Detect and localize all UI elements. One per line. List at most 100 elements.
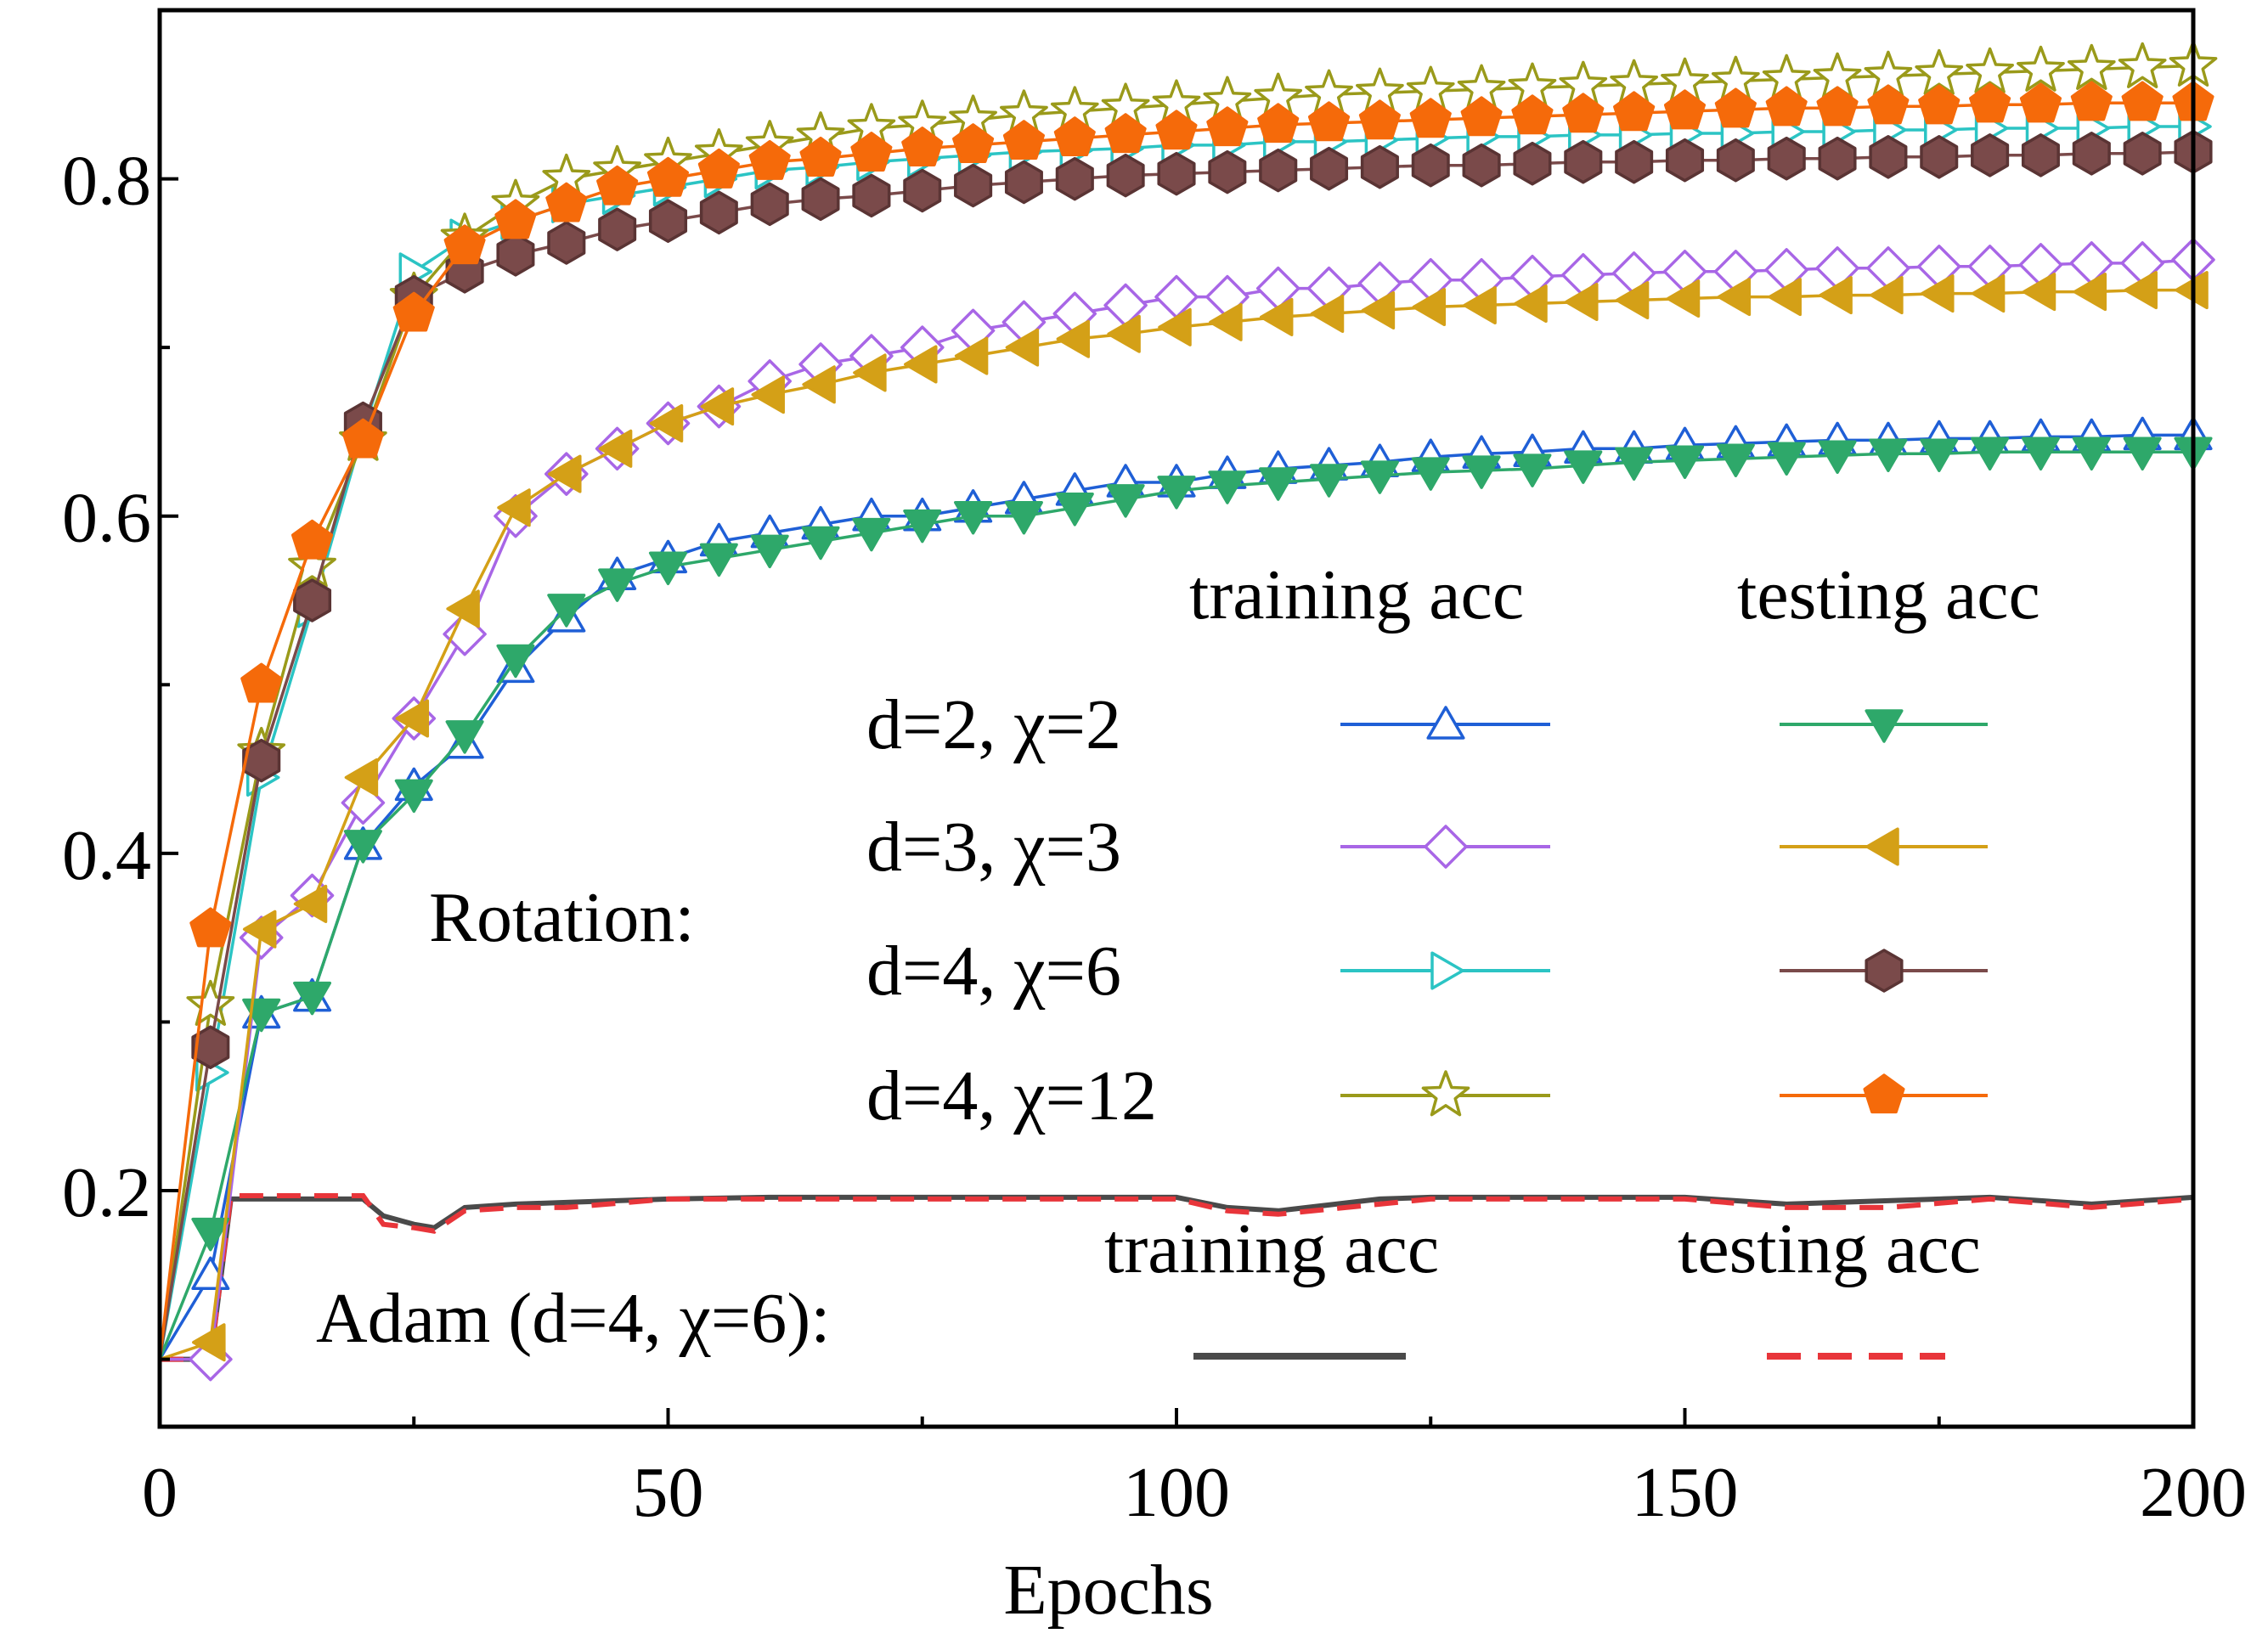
- data-point: [646, 156, 690, 197]
- data-point: [2121, 81, 2164, 121]
- adam-line-training: [160, 1194, 2194, 1362]
- data-point: [1819, 276, 1853, 315]
- data-point: [192, 1323, 226, 1362]
- data-point: [1969, 82, 2011, 123]
- data-point: [1002, 120, 1046, 161]
- data-point: [1004, 160, 1043, 205]
- axes: 0 50 100 150 200 0.2 0.4 0.6 0.8 Epochs: [62, 8, 2247, 1630]
- data-point: [394, 779, 433, 814]
- data-point: [750, 534, 789, 569]
- data-point: [242, 738, 281, 783]
- data-point: [596, 165, 639, 206]
- data-point: [1666, 279, 1701, 318]
- data-point: [1053, 116, 1096, 157]
- data-point: [1513, 453, 1552, 487]
- data-point: [1462, 455, 1501, 489]
- x-tick-label: 150: [1632, 1453, 1739, 1532]
- data-point: [1615, 281, 1650, 320]
- data-point: [2022, 273, 2056, 312]
- data-point: [293, 578, 332, 622]
- data-point: [1665, 138, 1705, 183]
- data-point: [901, 127, 944, 166]
- data-point: [1411, 457, 1450, 491]
- legend-marker-training: [1430, 951, 1464, 990]
- data-point: [1106, 484, 1145, 518]
- series-7: [158, 130, 2213, 1360]
- y-tick-label: 0.6: [62, 479, 151, 558]
- legend-row-label: d=4, χ=6: [866, 932, 1121, 1011]
- data-point: [496, 644, 535, 679]
- data-point: [545, 182, 588, 222]
- data-point: [903, 509, 942, 544]
- data-point: [1714, 87, 1757, 128]
- data-point: [748, 139, 791, 180]
- data-point: [1259, 297, 1294, 336]
- data-point: [1915, 48, 1964, 95]
- legend-marker-training: [1421, 1070, 1470, 1117]
- data-point: [699, 543, 738, 577]
- data-point: [954, 336, 989, 375]
- data-point: [1514, 284, 1548, 324]
- data-point: [1615, 447, 1654, 481]
- data-point: [1562, 93, 1605, 133]
- data-point: [2021, 133, 2060, 177]
- data-point: [1055, 493, 1094, 527]
- data-point: [1564, 450, 1603, 484]
- x-tick-label: 200: [2140, 1453, 2247, 1532]
- legend-marker-testing: [1865, 709, 1904, 743]
- x-tick-label: 0: [142, 1453, 178, 1532]
- data-point: [547, 594, 586, 628]
- data-point: [648, 551, 688, 586]
- data-point: [1360, 460, 1399, 494]
- data-point: [2072, 132, 2111, 176]
- data-point: [1157, 476, 1196, 510]
- adam-group-label: Adam (d=4, χ=6):: [316, 1279, 831, 1358]
- data-point: [852, 517, 891, 552]
- data-point: [1310, 146, 1349, 191]
- data-point: [598, 429, 633, 468]
- data-point: [186, 979, 235, 1026]
- data-point: [904, 345, 938, 384]
- data-point: [1158, 307, 1192, 346]
- data-point: [291, 519, 334, 560]
- data-point: [700, 387, 735, 426]
- data-point: [1107, 314, 1141, 353]
- data-point: [1208, 470, 1247, 504]
- data-point: [903, 168, 942, 213]
- data-point: [1310, 294, 1345, 333]
- data-point: [801, 526, 840, 560]
- data-point: [2118, 42, 2167, 88]
- legend-col-header-training: training acc: [1189, 555, 1524, 634]
- data-point: [1155, 110, 1198, 150]
- data-point: [1920, 438, 1959, 472]
- adam-col-header-training: training acc: [1104, 1209, 1439, 1288]
- data-point: [1717, 278, 1752, 317]
- data-point: [344, 758, 379, 797]
- legend-row-label: d=3, χ=3: [866, 808, 1121, 887]
- data-point: [293, 981, 332, 1016]
- data-point: [497, 488, 531, 527]
- adam-col-header-testing: testing acc: [1678, 1209, 1981, 1288]
- data-point: [1716, 138, 1755, 183]
- data-point: [1564, 139, 1603, 184]
- data-point: [395, 699, 430, 738]
- data-point: [1106, 153, 1145, 198]
- data-point: [1056, 319, 1091, 358]
- data-point: [1966, 47, 2014, 93]
- data-point: [699, 190, 738, 235]
- x-axis-label: Epochs: [1003, 1551, 1213, 1630]
- data-point: [1870, 276, 1904, 315]
- data-point: [852, 173, 891, 218]
- data-point: [1869, 135, 1908, 179]
- data-point: [293, 884, 328, 923]
- data-point: [443, 224, 486, 265]
- data-point: [802, 365, 836, 404]
- series-5: [158, 437, 2213, 1360]
- data-point: [2072, 437, 2111, 471]
- data-point: [1615, 139, 1654, 184]
- data-point: [801, 177, 840, 222]
- series-8: [158, 81, 2214, 1360]
- data-point: [1460, 96, 1503, 137]
- legend-group-label: Rotation:: [429, 878, 695, 957]
- data-point: [598, 568, 637, 602]
